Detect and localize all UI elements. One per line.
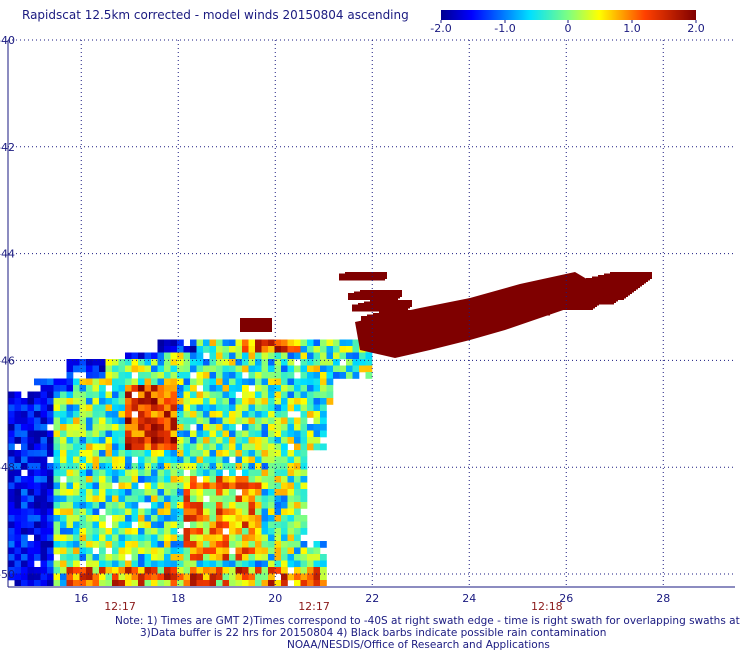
time-labels: 12:17 12:17 12:18 xyxy=(104,600,563,613)
lat-tick-label: -48 xyxy=(0,461,15,474)
time-label: 12:18 xyxy=(531,600,563,613)
lat-tick-label: -50 xyxy=(0,568,15,581)
colorbar-ticks: -2.0 -1.0 0 1.0 2.0 xyxy=(430,20,705,35)
lat-tick-label: -40 xyxy=(0,34,15,47)
colorbar-tick-label: 0 xyxy=(565,22,572,35)
lon-tick-label: 18 xyxy=(171,592,185,605)
longitude-labels: 16 18 20 22 24 26 28 xyxy=(74,592,670,605)
lat-tick-label: -42 xyxy=(0,141,15,154)
lon-tick-label: 16 xyxy=(74,592,88,605)
lon-tick-label: 20 xyxy=(268,592,282,605)
lon-tick-label: 22 xyxy=(365,592,379,605)
lon-tick-label: 28 xyxy=(656,592,670,605)
lon-tick-label: 24 xyxy=(462,592,476,605)
lat-tick-label: -44 xyxy=(0,248,15,261)
chart-title: Rapidscat 12.5km corrected - model winds… xyxy=(22,8,409,22)
latitude-labels: -40 -42 -44 -46 -48 -50 xyxy=(0,34,15,581)
note-line-3: NOAA/NESDIS/Office of Research and Appli… xyxy=(287,639,550,651)
colorbar-tick-label: 1.0 xyxy=(623,22,641,35)
colorbar xyxy=(441,10,696,20)
wind-cells xyxy=(8,272,652,586)
time-label: 12:17 xyxy=(104,600,136,613)
lon-tick-label: 26 xyxy=(559,592,573,605)
lat-tick-label: -46 xyxy=(0,354,15,367)
colorbar-tick-label: 2.0 xyxy=(687,22,705,35)
note-line-1: Note: 1) Times are GMT 2)Times correspon… xyxy=(115,615,740,627)
note-line-2: 3)Data buffer is 22 hrs for 20150804 4) … xyxy=(140,627,607,639)
colorbar-tick-label: -1.0 xyxy=(494,22,515,35)
colorbar-tick-label: -2.0 xyxy=(430,22,451,35)
time-label: 12:17 xyxy=(298,600,330,613)
